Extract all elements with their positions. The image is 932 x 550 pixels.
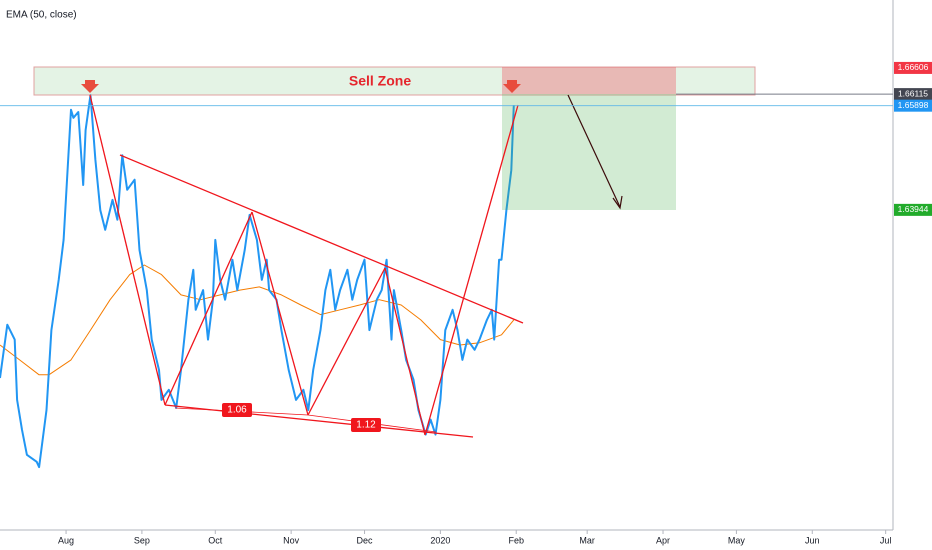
price-tag xyxy=(894,99,932,112)
arrow-head xyxy=(612,195,623,210)
x-tick-label: Nov xyxy=(283,535,300,545)
x-tick-label: 2020 xyxy=(430,535,450,545)
price-tag-label: 1.63944 xyxy=(898,204,929,214)
price-tag-label: 1.66115 xyxy=(898,88,928,98)
x-tick-label: Mar xyxy=(579,535,595,545)
x-tick-label: Oct xyxy=(208,535,223,545)
price-tag xyxy=(894,61,932,74)
down-arrow xyxy=(503,80,521,93)
x-tick-label: Feb xyxy=(508,535,524,545)
price-tag-label: 1.66606 xyxy=(898,62,929,72)
series-line xyxy=(0,264,515,376)
x-tick-label: Apr xyxy=(656,535,670,545)
zone-label: Sell Zone xyxy=(349,73,411,89)
x-tick-label: May xyxy=(728,535,746,545)
x-tick-label: Sep xyxy=(134,535,150,545)
x-tick-label: Jun xyxy=(805,535,820,545)
price-tag-label: 1.65898 xyxy=(898,100,929,110)
x-tick-label: Aug xyxy=(58,535,74,545)
x-tick-label: Jul xyxy=(880,535,892,545)
series-line xyxy=(0,93,515,469)
chart-title: EMA (50, close) xyxy=(6,10,77,21)
down-arrow xyxy=(81,80,99,93)
ratio-label: 1.06 xyxy=(227,405,247,416)
stop-zone xyxy=(502,67,676,94)
price-tag xyxy=(894,88,932,101)
x-tick-label: Dec xyxy=(357,535,374,545)
target-zone xyxy=(502,94,676,210)
projection-arrow xyxy=(567,94,621,208)
price-tag xyxy=(894,203,932,216)
ratio-box xyxy=(222,403,252,417)
sell-zone xyxy=(33,66,756,96)
pattern-lines xyxy=(89,94,524,438)
ratio-box xyxy=(351,418,381,432)
ratio-label: 1.12 xyxy=(356,420,376,431)
